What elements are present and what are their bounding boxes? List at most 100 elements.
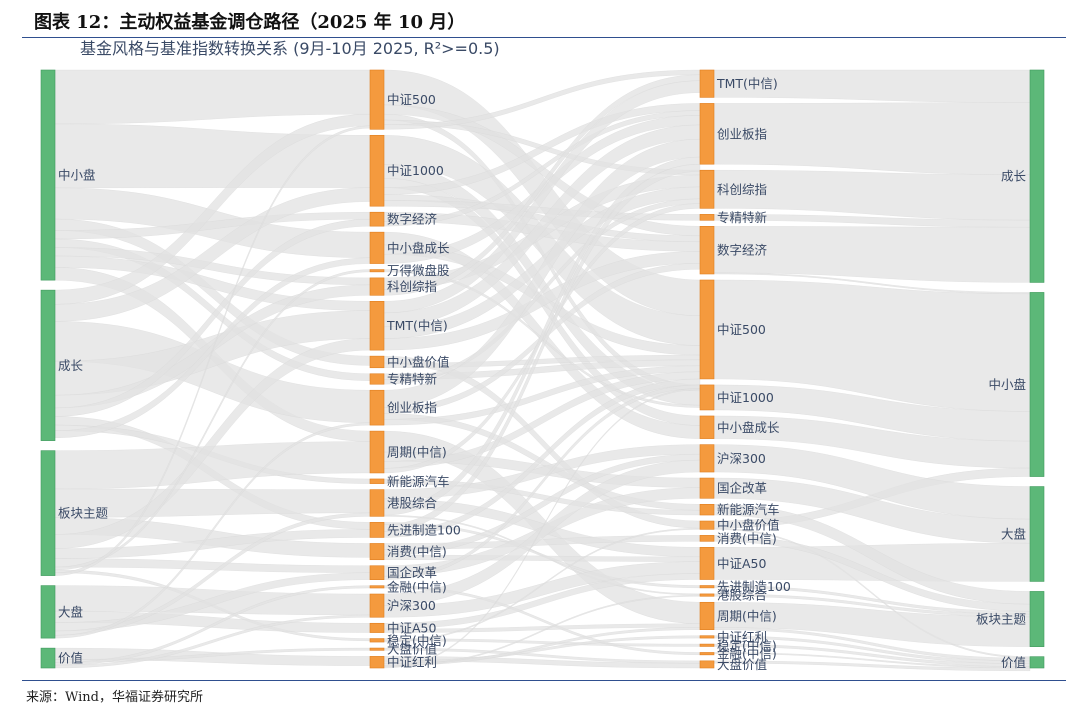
nodes-layer: [40, 69, 1045, 669]
node-label: 数字经济: [387, 212, 438, 227]
sankey-link: [54, 123, 371, 188]
node-label: 板块主题: [58, 506, 109, 521]
node-label: 消费(中信): [717, 531, 777, 546]
node-label: 中证红利: [717, 629, 767, 644]
node-label: 先进制造100: [387, 522, 461, 537]
node-label: 金融(中信): [387, 579, 447, 594]
node-label: 稳定(中信): [717, 638, 777, 653]
sankey-node: [369, 277, 385, 296]
node-label: 中证500: [387, 92, 436, 107]
sankey-node: [699, 384, 715, 411]
sankey-node: [369, 301, 385, 351]
sankey-node: [699, 69, 715, 98]
node-label: 科创综指: [717, 182, 767, 197]
node-label: 沪深300: [387, 598, 436, 613]
sankey-node: [699, 103, 715, 165]
sankey-node: [369, 430, 385, 474]
sankey-node: [40, 450, 56, 576]
sankey-node: [699, 444, 715, 473]
node-label: 专精特新: [387, 371, 437, 386]
node-label: 大盘价值: [717, 657, 767, 672]
node-label: 板块主题: [976, 612, 1027, 627]
node-label: 周期(中信): [387, 445, 447, 460]
node-label: 创业板指: [387, 400, 437, 415]
node-label: 港股综合: [717, 588, 768, 603]
node-label: TMT(中信): [716, 76, 778, 91]
node-label: 金融(中信): [717, 646, 777, 661]
node-label: 中小盘: [988, 377, 1026, 392]
sankey-node: [1029, 292, 1045, 477]
node-label: 稳定(中信): [387, 633, 447, 648]
sankey-node: [369, 211, 385, 227]
node-label: 沪深300: [717, 451, 766, 466]
figure-title: 图表 12：主动权益基金调仓路径（2025 年 10 月）: [34, 12, 466, 33]
node-label: 成长: [58, 358, 84, 373]
sankey-node: [699, 585, 715, 589]
sankey-node: [369, 543, 385, 561]
node-label: 中证1000: [717, 390, 774, 405]
node-label: 中小盘成长: [387, 240, 450, 255]
sankey-node: [369, 489, 385, 517]
node-label: 万得微盘股: [387, 263, 450, 278]
links-layer: [54, 69, 1031, 671]
sankey-node: [369, 622, 385, 633]
sankey-node: [699, 660, 715, 669]
bottom-rule: [22, 680, 1066, 681]
sankey-node: [1029, 656, 1045, 669]
sankey-node: [369, 656, 385, 669]
node-label: 中证A50: [717, 556, 767, 571]
sankey-node: [699, 214, 715, 221]
chart-title: 基金风格与基准指数转换关系 (9月-10月 2025, R²>=0.5): [80, 39, 500, 58]
node-label: 中小盘价值: [717, 518, 780, 533]
node-label: 专精特新: [717, 210, 767, 225]
sankey-node: [699, 593, 715, 597]
node-label: 中小盘: [58, 168, 96, 183]
node-label: 中小盘价值: [387, 354, 450, 369]
node-label: 数字经济: [717, 243, 768, 258]
node-label: 成长: [1001, 169, 1027, 184]
sankey-node: [369, 373, 385, 385]
sankey-node: [699, 503, 715, 516]
sankey-link: [54, 558, 371, 573]
sankey-node: [40, 585, 56, 639]
node-label: 大盘: [58, 604, 83, 619]
sankey-link: [54, 69, 371, 125]
sankey-node: [369, 69, 385, 130]
node-label: 港股综合: [387, 495, 438, 510]
sankey-node: [699, 652, 715, 656]
sankey-node: [369, 231, 385, 264]
sankey-node: [369, 134, 385, 207]
sankey-node: [369, 478, 385, 484]
sankey-node: [699, 226, 715, 275]
sankey-node: [40, 69, 56, 281]
node-label: 先进制造100: [717, 579, 791, 594]
source-note: 来源：Wind，华福证券研究所: [26, 690, 203, 705]
sankey-node: [699, 547, 715, 580]
node-label: 创业板指: [717, 126, 767, 141]
sankey-link: [713, 660, 1031, 671]
node-label: 中证红利: [387, 655, 437, 670]
node-label: 科创综指: [387, 279, 437, 294]
sankey-node: [1029, 486, 1045, 582]
node-label: 价值: [58, 651, 83, 666]
sankey-node: [699, 535, 715, 542]
labels-layer: 中小盘成长板块主题大盘价值中证500中证1000数字经济中小盘成长万得微盘股科创…: [58, 76, 1026, 672]
node-label: 中证A50: [387, 620, 437, 635]
node-label: TMT(中信): [386, 318, 448, 333]
node-label: 周期(中信): [717, 608, 777, 623]
sankey-node: [699, 601, 715, 630]
node-label: 消费(中信): [387, 544, 447, 559]
sankey-node: [1029, 69, 1045, 283]
sankey-node: [369, 647, 385, 651]
sankey-node: [699, 169, 715, 209]
sankey-node: [369, 593, 385, 618]
sankey-node: [369, 585, 385, 589]
sankey-node: [369, 389, 385, 426]
sankey-node: [369, 269, 385, 273]
node-label: 国企改革: [387, 565, 437, 580]
sankey-node: [369, 565, 385, 580]
node-label: 中小盘成长: [717, 420, 780, 435]
sankey-node: [369, 522, 385, 538]
sankey-node: [699, 520, 715, 530]
